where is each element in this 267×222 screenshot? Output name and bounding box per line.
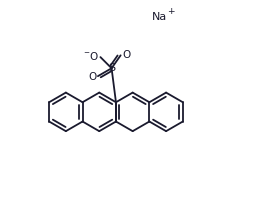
Text: O: O — [122, 50, 131, 60]
Text: +: + — [167, 7, 174, 16]
Text: O: O — [88, 72, 97, 82]
Text: $^{-}$O: $^{-}$O — [83, 50, 99, 62]
Text: S: S — [108, 63, 115, 73]
Text: Na: Na — [152, 12, 167, 22]
